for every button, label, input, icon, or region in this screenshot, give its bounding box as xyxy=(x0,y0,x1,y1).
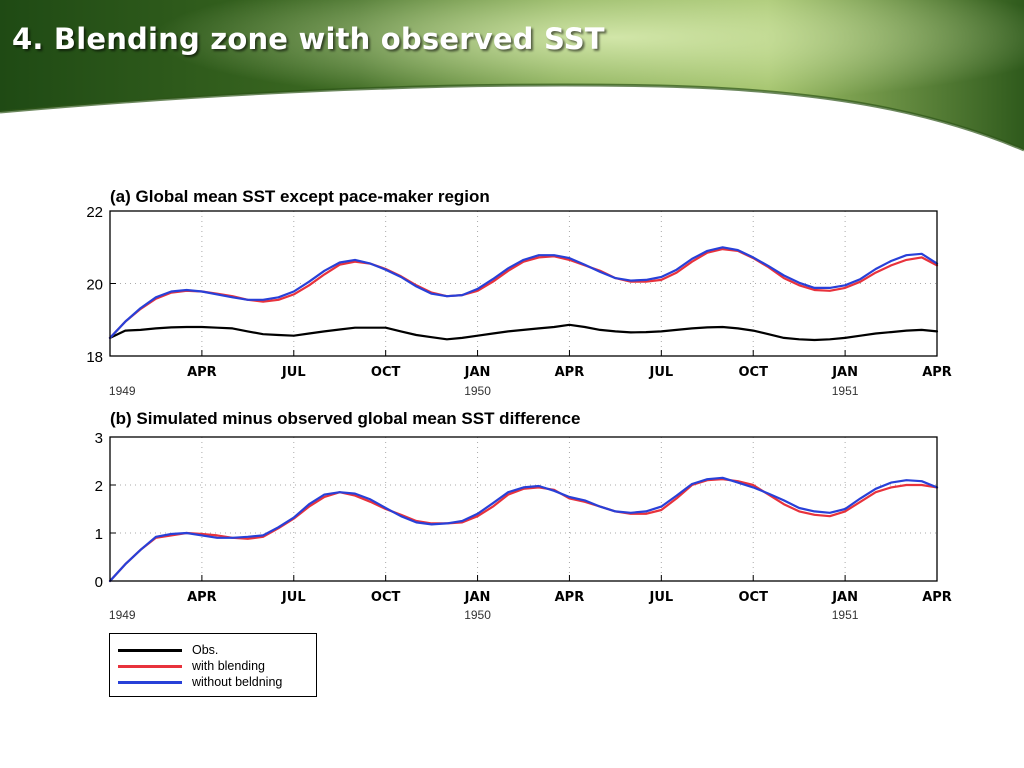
x-tick-label-b-4: APR xyxy=(555,590,585,605)
year-label-a-2: 1951 xyxy=(832,384,859,398)
legend-swatch-with-blending xyxy=(118,665,182,668)
x-tick-label-a-7: JAN xyxy=(831,365,858,380)
year-label-a-0: 1949 xyxy=(109,384,136,398)
x-tick-label-a-4: APR xyxy=(555,365,585,380)
legend-swatch-obs xyxy=(118,649,182,652)
x-tick-label-a-2: OCT xyxy=(371,365,401,380)
x-tick-label-b-2: OCT xyxy=(371,590,401,605)
year-label-b-1: 1950 xyxy=(464,608,491,622)
x-tick-label-a-5: JUL xyxy=(648,365,673,380)
x-tick-label-b-6: OCT xyxy=(738,590,768,605)
plot-frame-b xyxy=(109,436,938,582)
x-tick-label-a-3: JAN xyxy=(464,365,491,380)
x-tick-label-b-0: APR xyxy=(187,590,217,605)
slide-header-banner xyxy=(0,0,1024,152)
y-tick-label-a-1: 20 xyxy=(86,277,103,294)
x-tick-label-a-1: JUL xyxy=(281,365,306,380)
chart-title-a: (a) Global mean SST except pace-maker re… xyxy=(110,187,490,206)
x-tick-label-b-8: APR xyxy=(922,590,952,605)
series-line-b-with-blending xyxy=(108,478,939,583)
series-line-a-without-beldning xyxy=(108,246,939,339)
x-tick-label-a-0: APR xyxy=(187,365,217,380)
chart-title-b: (b) Simulated minus observed global mean… xyxy=(110,409,580,428)
y-tick-label-b-0: 0 xyxy=(95,574,103,591)
x-tick-label-a-8: APR xyxy=(922,365,952,380)
series-line-b-without-beldning xyxy=(108,476,939,583)
y-tick-label-b-1: 1 xyxy=(95,526,103,543)
x-tick-label-b-3: JAN xyxy=(464,590,491,605)
x-tick-label-b-7: JAN xyxy=(831,590,858,605)
y-tick-label-b-2: 2 xyxy=(95,478,103,495)
x-tick-label-b-1: JUL xyxy=(281,590,306,605)
plot-frame-a xyxy=(109,210,938,357)
series-line-a-with-blending xyxy=(108,248,939,339)
y-tick-label-b-3: 3 xyxy=(95,430,103,447)
legend-swatch-without-blending xyxy=(118,681,182,684)
y-tick-label-a-0: 18 xyxy=(86,349,103,366)
year-label-a-1: 1950 xyxy=(464,384,491,398)
legend-label-with-blending: with blending xyxy=(192,659,265,673)
x-tick-label-a-6: OCT xyxy=(738,365,768,380)
chart-legend: Obs. with blending without beldning xyxy=(109,633,317,697)
series-line-a-obs xyxy=(108,323,939,342)
legend-label-without-blending: without beldning xyxy=(192,675,283,689)
year-label-b-0: 1949 xyxy=(109,608,136,622)
y-tick-label-a-2: 22 xyxy=(86,204,103,221)
legend-label-obs: Obs. xyxy=(192,643,219,657)
slide-title: 4. Blending zone with observed SST xyxy=(12,22,605,56)
x-tick-label-b-5: JUL xyxy=(648,590,673,605)
year-label-b-2: 1951 xyxy=(832,608,859,622)
